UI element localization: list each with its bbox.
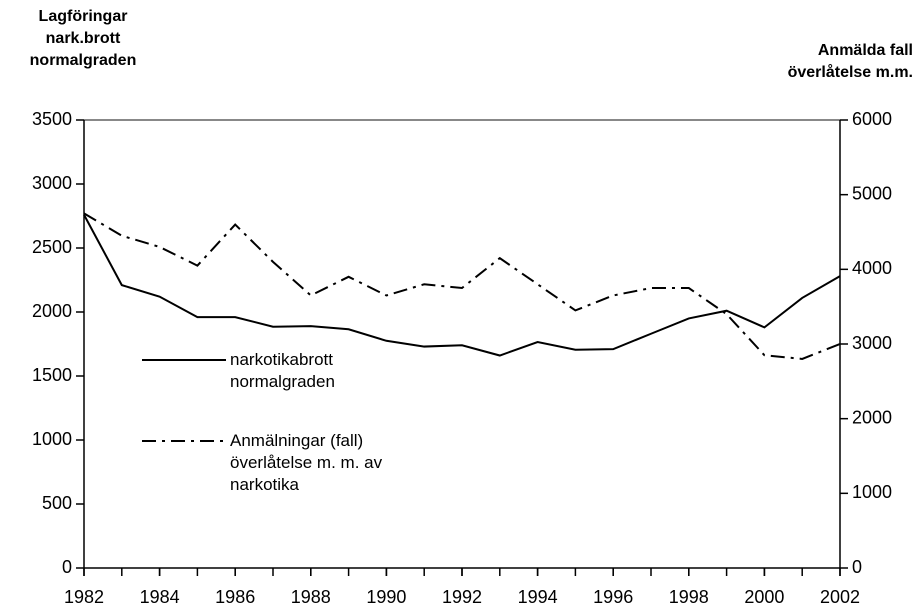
y-tick-label: 3000: [32, 173, 72, 193]
series-line: [83, 212, 841, 360]
y-tick-label: 2500: [32, 237, 72, 257]
y-tick-label: 2000: [32, 301, 72, 321]
x-tick-label: 1986: [215, 587, 255, 607]
x-tick-label: 1990: [366, 587, 406, 607]
legend-label: Anmälningar (fall) överlåtelse m. m. av …: [230, 431, 383, 494]
y-axis-title: Lagföringar nark.brott normalgraden: [29, 8, 137, 69]
y2-tick-label: 2000: [852, 407, 892, 427]
legend-label: narkotikabrott normalgraden: [230, 350, 335, 391]
x-tick-label: 1982: [64, 587, 104, 607]
y-tick-label: 1000: [32, 429, 72, 449]
x-tick-label: 1994: [518, 587, 558, 607]
y2-tick-label: 4000: [852, 258, 892, 278]
x-tick-label: 1984: [140, 587, 180, 607]
y-tick-label: 3500: [32, 109, 72, 129]
y-tick-label: 500: [42, 493, 72, 513]
y-tick-label: 0: [62, 557, 72, 577]
x-tick-label: 1996: [593, 587, 633, 607]
x-tick-label: 1998: [669, 587, 709, 607]
y2-tick-label: 3000: [852, 333, 892, 353]
y2-tick-label: 6000: [852, 109, 892, 129]
x-tick-label: 2002: [820, 587, 860, 607]
x-tick-label: 1992: [442, 587, 482, 607]
y2-tick-label: 1000: [852, 482, 892, 502]
y2-tick-label: 0: [852, 557, 862, 577]
series-line: [83, 214, 841, 357]
y-tick-label: 1500: [32, 365, 72, 385]
x-tick-label: 2000: [744, 587, 784, 607]
y2-tick-label: 5000: [852, 183, 892, 203]
x-tick-label: 1988: [291, 587, 331, 607]
y2-axis-title: Anmälda fall överlåtelse m.m.: [787, 42, 913, 81]
